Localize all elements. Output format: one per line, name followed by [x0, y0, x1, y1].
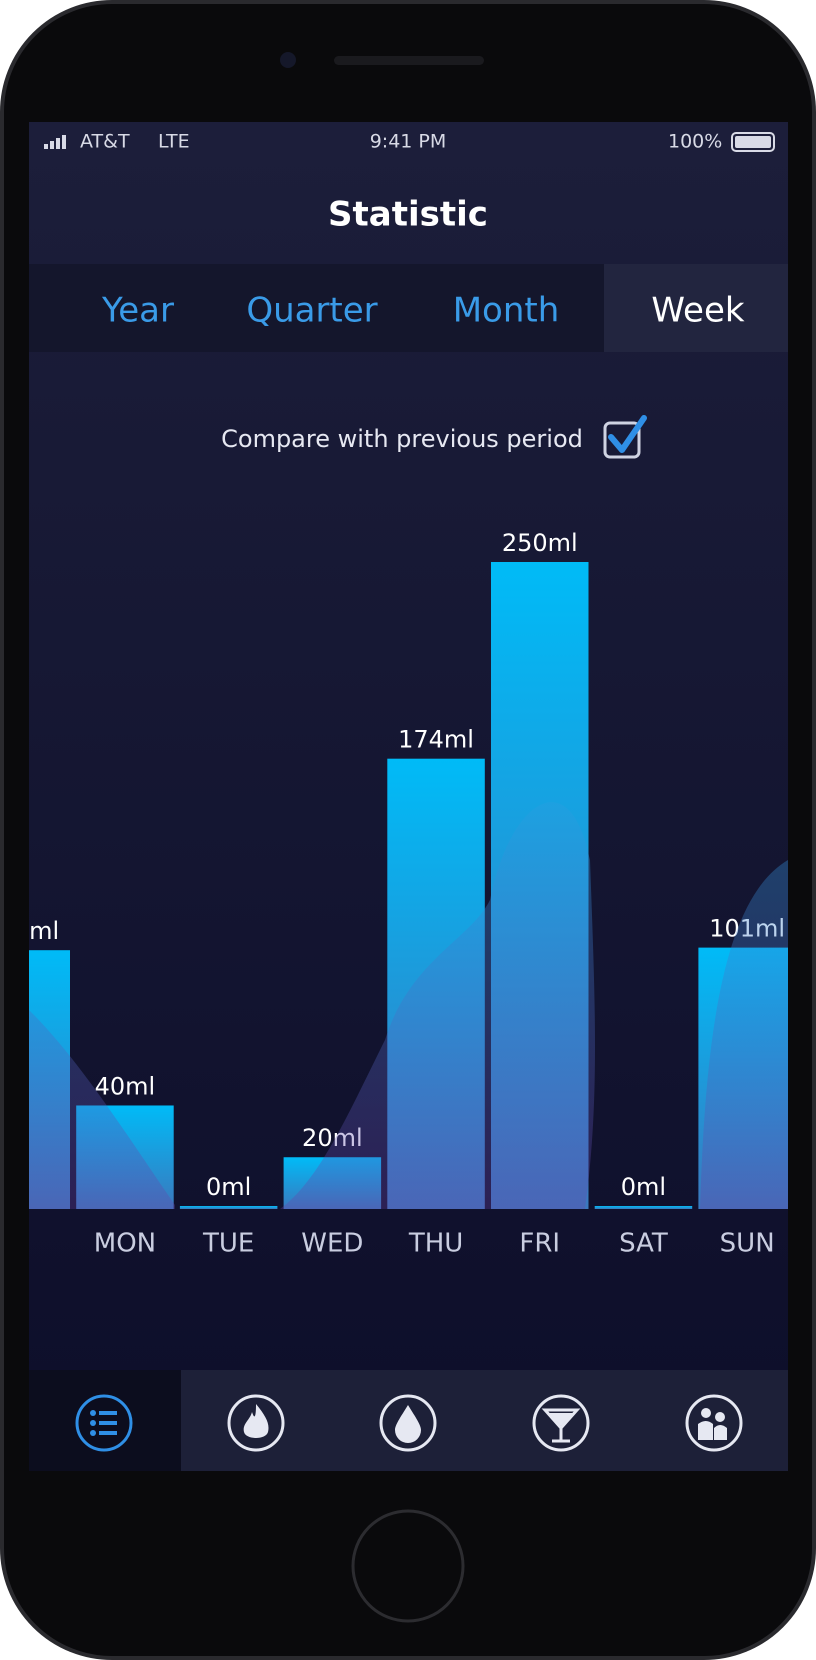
x-tick-label: MON	[94, 1229, 156, 1259]
x-tick-label: SUN	[720, 1229, 775, 1259]
title: Statistic	[328, 195, 488, 235]
value-label: 40ml	[95, 1072, 156, 1100]
nav-cocktail[interactable]	[532, 1394, 590, 1452]
tab[interactable]: Year	[101, 291, 174, 331]
nav-drop[interactable]	[379, 1394, 437, 1452]
signal	[44, 135, 66, 149]
x-tick-label: TUE	[202, 1229, 254, 1259]
value-label: 100ml	[0, 917, 59, 945]
time: 9:41 PM	[370, 131, 447, 153]
x-tick-label: THU	[408, 1229, 463, 1259]
nav-fire[interactable]	[227, 1394, 285, 1452]
tab[interactable]: Month	[453, 291, 560, 331]
carrier: AT&T	[80, 131, 130, 153]
bottom-nav-selected	[29, 1370, 181, 1471]
value-label: 0ml	[206, 1173, 251, 1201]
battery-level	[735, 136, 771, 148]
checkmark	[608, 415, 647, 453]
nav-people[interactable]	[685, 1394, 743, 1452]
checkbox[interactable]	[603, 421, 641, 459]
network: LTE	[158, 131, 190, 153]
tab[interactable]: Week	[651, 291, 744, 331]
x-tick-label: FRI	[519, 1229, 560, 1259]
bar	[594, 1206, 693, 1209]
x-tick-label: SAT	[619, 1229, 668, 1259]
home-button[interactable]	[351, 1509, 465, 1623]
value-label: 250ml	[502, 529, 578, 557]
camera	[280, 52, 296, 68]
tab-selected-bg	[604, 264, 788, 352]
nav-stats[interactable]	[75, 1394, 133, 1452]
tab[interactable]: Quarter	[246, 291, 377, 331]
previous-period	[29, 802, 788, 1209]
battery-text: 100%	[668, 131, 722, 153]
compare-label: Compare with previous period	[221, 425, 583, 453]
value-label: 174ml	[398, 726, 474, 754]
x-tick-label: WED	[301, 1229, 363, 1259]
value-label: 0ml	[621, 1173, 666, 1201]
speaker	[334, 56, 484, 65]
battery	[731, 132, 775, 152]
bar	[179, 1206, 278, 1209]
